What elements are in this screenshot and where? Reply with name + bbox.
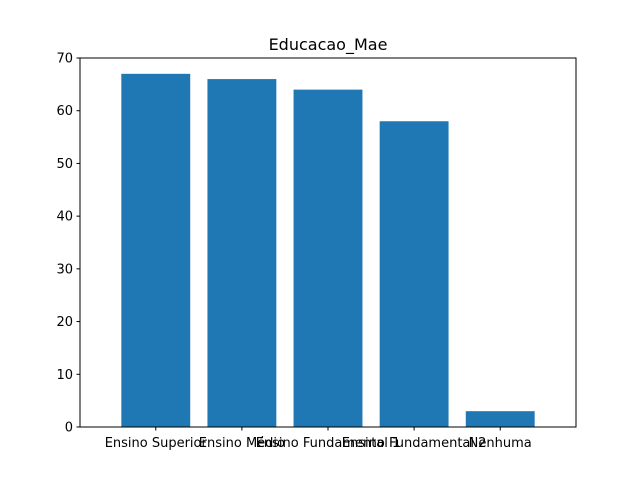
bar-2 — [293, 89, 363, 427]
y-tick-label-6: 60 — [56, 104, 73, 119]
bars-group — [121, 73, 535, 428]
y-tick-label-2: 20 — [56, 315, 73, 330]
y-tick-label-3: 30 — [56, 262, 73, 277]
y-axis: 0 10 20 30 40 50 60 70 — [56, 52, 80, 436]
bar-1 — [207, 79, 277, 427]
x-tick-label-2: Ensino Fundamental 1 — [256, 436, 401, 451]
x-tick-label-3: Ensino Fundamental 2 — [342, 436, 487, 451]
bar-4 — [465, 411, 535, 427]
y-tick-label-5: 50 — [56, 157, 73, 172]
x-tick-label-1: Ensino Médio — [199, 436, 285, 451]
y-tick-label-4: 40 — [56, 210, 73, 225]
x-tick-label-4: Nenhuma — [469, 436, 532, 451]
bar-3 — [379, 121, 449, 427]
x-tick-label-0: Ensino Superior — [105, 436, 208, 451]
y-tick-label-0: 0 — [65, 421, 73, 436]
y-tick-label-7: 70 — [56, 52, 73, 67]
chart-title: Educacao_Mae — [269, 35, 388, 55]
plot-frame — [79, 57, 577, 428]
y-tick-label-1: 10 — [56, 368, 73, 383]
bar-0 — [121, 73, 191, 428]
